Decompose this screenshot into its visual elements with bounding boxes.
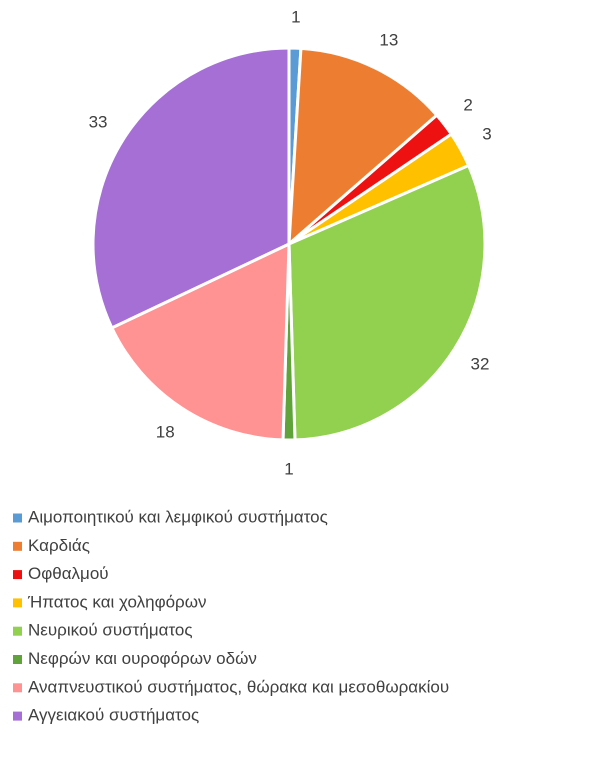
legend-label: Καρδιάς — [28, 536, 90, 555]
legend-marker — [13, 570, 22, 580]
legend-marker — [13, 711, 22, 721]
legend-label: Νευρικού συστήματος — [28, 621, 193, 640]
data-label: 33 — [89, 113, 108, 132]
legend-marker — [13, 655, 22, 664]
pie-slice — [109, 241, 291, 442]
legend-marker — [13, 598, 22, 608]
legend-label: Αιμοποιητικού και λεμφικού συστήματος — [28, 507, 328, 526]
data-label: 13 — [379, 31, 398, 50]
legend-marker — [13, 683, 22, 693]
legend-marker — [13, 513, 22, 523]
legend-label: Οφθαλμού — [28, 564, 109, 583]
legend-label: Ήπατος και χοληφόρων — [27, 592, 207, 611]
pie-slice — [91, 46, 291, 330]
pie-slice — [287, 46, 439, 248]
data-label: 32 — [471, 354, 490, 373]
data-label: 1 — [284, 459, 293, 478]
data-label: 1 — [291, 8, 300, 27]
legend-label: Αναπνευστικού συστήματος, θώρακα και μεσ… — [28, 677, 449, 696]
legend-label: Νεφρών και ουροφόρων οδών — [28, 649, 257, 668]
legend-label: Αγγειακού συστήματος — [28, 706, 199, 725]
data-label: 3 — [482, 124, 491, 143]
pie-slice — [287, 163, 487, 442]
data-label: 18 — [156, 423, 175, 442]
legend-marker — [13, 626, 22, 636]
data-label: 2 — [463, 96, 472, 115]
legend-marker — [13, 541, 22, 551]
